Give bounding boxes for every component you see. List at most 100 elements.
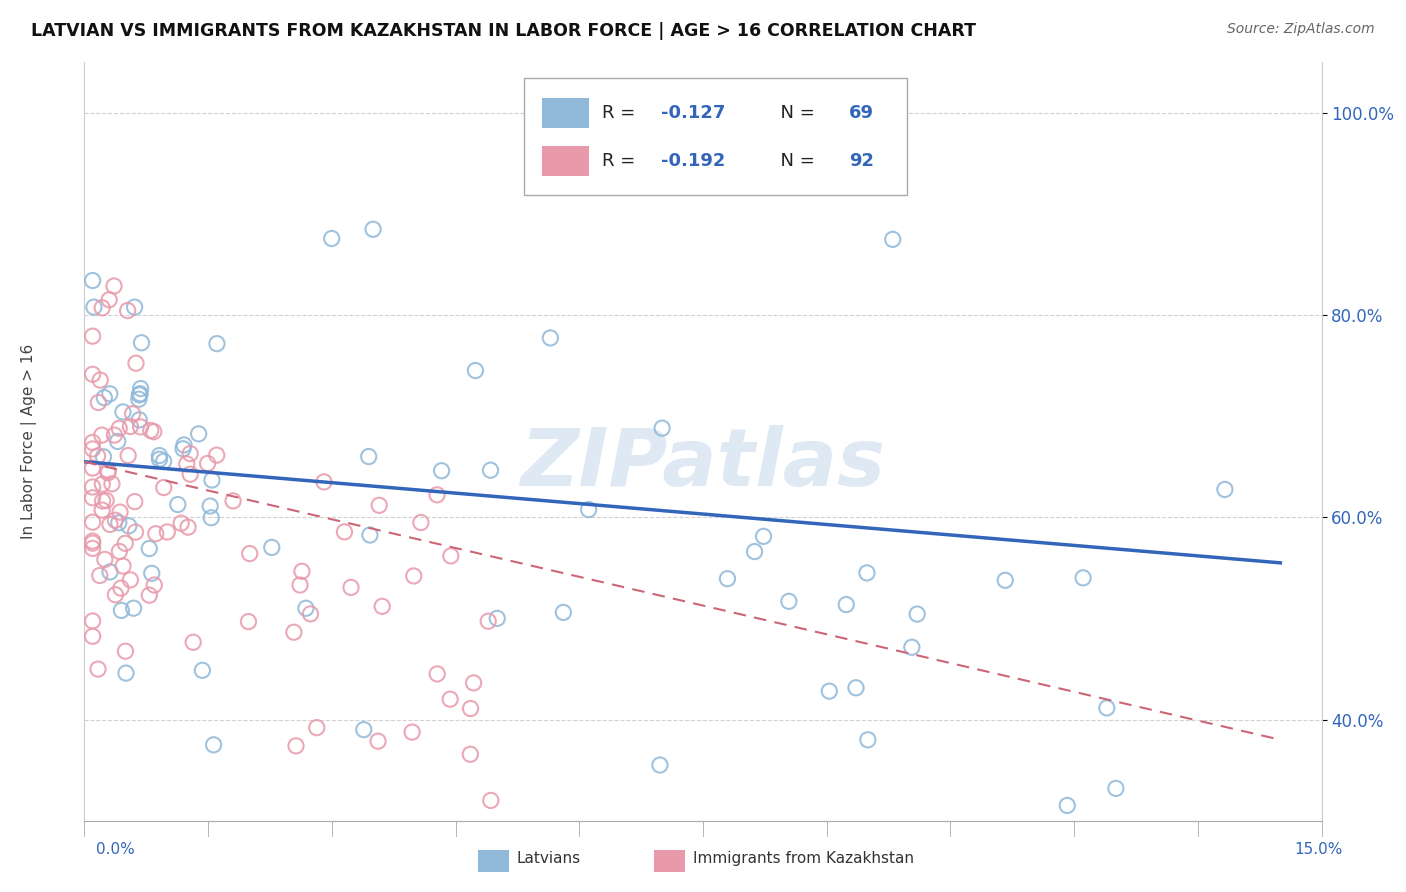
Point [98,517,121,532]
Point [125,356,148,370]
Point [905,607,928,621]
Point [129,386,152,401]
Text: R =: R = [602,104,641,122]
Point [201,473,224,487]
Text: ZIPatlas: ZIPatlas [520,425,886,503]
Point [479,463,502,477]
Point [440,549,463,563]
Point [205,448,228,462]
Point [538,331,561,345]
Point [141,566,163,581]
Point [103,279,125,293]
Point [107,434,129,449]
Point [1071,571,1094,585]
Point [148,452,170,467]
Point [778,594,800,608]
Point [148,449,170,463]
Point [94,493,117,508]
Point [299,607,322,621]
Point [367,734,389,748]
Point [82,368,104,382]
Point [357,450,380,464]
Point [477,614,499,628]
Point [716,572,738,586]
Point [143,578,166,592]
Text: Source: ZipAtlas.com: Source: ZipAtlas.com [1227,22,1375,37]
Text: N =: N = [769,104,820,122]
Point [856,732,879,747]
Point [82,435,104,450]
Point [114,644,136,658]
Point [172,442,194,456]
Point [553,606,575,620]
Point [402,569,425,583]
Text: -0.192: -0.192 [661,152,725,170]
Point [818,684,841,698]
Point [101,476,124,491]
Point [104,588,127,602]
Point [460,747,482,762]
Point [90,428,112,442]
Point [104,513,127,527]
Point [340,581,363,595]
Point [179,446,201,460]
Point [118,519,141,533]
Point [131,335,153,350]
Point [882,232,904,246]
Text: Latvians: Latvians [516,851,581,865]
Point [145,526,167,541]
Point [138,541,160,556]
Point [103,428,125,442]
Point [1105,781,1128,796]
Point [238,615,260,629]
Point [82,515,104,529]
Point [117,303,139,318]
Point [82,480,104,494]
Text: In Labor Force | Age > 16: In Labor Force | Age > 16 [21,344,37,539]
Point [176,457,198,471]
Text: N =: N = [769,152,820,170]
Point [93,391,115,405]
Point [198,499,221,513]
Point [124,300,146,314]
Point [187,426,209,441]
Point [1213,483,1236,497]
Point [166,498,188,512]
Text: -0.127: -0.127 [661,104,725,122]
Point [124,525,146,540]
Point [901,640,924,655]
Point [121,407,143,421]
Point [361,222,384,236]
Point [82,629,104,643]
Point [409,516,432,530]
Point [82,614,104,628]
Point [197,457,219,471]
Point [139,424,162,438]
Point [426,488,449,502]
Text: 92: 92 [849,152,875,170]
Point [353,723,375,737]
Point [114,536,136,550]
Point [122,601,145,615]
Point [835,598,858,612]
Point [177,520,200,534]
Point [463,676,485,690]
Point [439,692,461,706]
Point [108,421,131,435]
Point [283,625,305,640]
Point [179,467,201,482]
Point [82,442,104,456]
Point [94,552,117,566]
Point [1095,701,1118,715]
Text: R =: R = [602,152,641,170]
Point [108,544,131,558]
Point [82,461,104,475]
Point [120,419,142,434]
Point [128,388,150,402]
Point [156,524,179,539]
Point [108,505,131,519]
Point [91,503,114,517]
Point [91,301,114,315]
Point [202,738,225,752]
Point [82,534,104,549]
